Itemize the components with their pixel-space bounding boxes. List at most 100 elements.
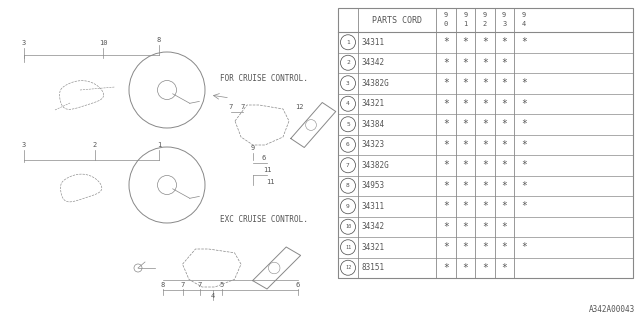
Text: 34323: 34323 bbox=[361, 140, 384, 149]
Text: 9: 9 bbox=[502, 12, 506, 18]
Text: *: * bbox=[482, 99, 488, 109]
Text: 34384: 34384 bbox=[361, 120, 384, 129]
Text: *: * bbox=[462, 99, 468, 109]
Text: 10: 10 bbox=[99, 40, 108, 46]
Text: 2: 2 bbox=[93, 142, 97, 148]
Text: *: * bbox=[482, 263, 488, 273]
Text: 8: 8 bbox=[157, 37, 161, 43]
Text: *: * bbox=[521, 160, 527, 170]
Text: *: * bbox=[443, 263, 449, 273]
Text: *: * bbox=[482, 78, 488, 88]
Text: *: * bbox=[501, 78, 507, 88]
Text: *: * bbox=[462, 78, 468, 88]
Text: 34953: 34953 bbox=[361, 181, 384, 190]
Text: 9: 9 bbox=[346, 204, 350, 209]
Text: 4: 4 bbox=[346, 101, 350, 106]
Text: 3: 3 bbox=[502, 21, 506, 27]
Text: 9: 9 bbox=[251, 145, 255, 151]
Text: 5: 5 bbox=[346, 122, 350, 127]
Text: *: * bbox=[501, 222, 507, 232]
Text: *: * bbox=[443, 140, 449, 150]
Text: *: * bbox=[501, 58, 507, 68]
Text: *: * bbox=[501, 181, 507, 191]
Text: 34342: 34342 bbox=[361, 58, 384, 67]
Text: 8: 8 bbox=[161, 282, 165, 288]
Text: 3: 3 bbox=[346, 81, 350, 86]
Text: 34321: 34321 bbox=[361, 243, 384, 252]
Text: 3: 3 bbox=[22, 142, 26, 148]
Text: *: * bbox=[482, 222, 488, 232]
Text: *: * bbox=[462, 140, 468, 150]
Text: *: * bbox=[521, 181, 527, 191]
Text: *: * bbox=[443, 201, 449, 211]
Text: 8: 8 bbox=[346, 183, 350, 188]
Text: *: * bbox=[482, 140, 488, 150]
Text: 7: 7 bbox=[229, 104, 233, 110]
Text: 4: 4 bbox=[522, 21, 526, 27]
Text: 7: 7 bbox=[181, 282, 185, 288]
Text: *: * bbox=[482, 58, 488, 68]
Text: *: * bbox=[443, 78, 449, 88]
Text: 7: 7 bbox=[346, 163, 350, 168]
Text: *: * bbox=[501, 99, 507, 109]
Text: *: * bbox=[482, 181, 488, 191]
Text: *: * bbox=[501, 119, 507, 129]
Text: 2: 2 bbox=[346, 60, 350, 65]
Text: *: * bbox=[462, 58, 468, 68]
Text: 2: 2 bbox=[483, 21, 487, 27]
Bar bbox=[338, 8, 633, 278]
Text: *: * bbox=[443, 181, 449, 191]
Text: 11: 11 bbox=[345, 245, 351, 250]
Text: 7: 7 bbox=[198, 282, 202, 288]
Text: *: * bbox=[443, 119, 449, 129]
Text: 4: 4 bbox=[211, 293, 215, 299]
Text: 6: 6 bbox=[262, 155, 266, 161]
Text: 34321: 34321 bbox=[361, 99, 384, 108]
Text: *: * bbox=[443, 58, 449, 68]
Text: *: * bbox=[462, 222, 468, 232]
Text: 1: 1 bbox=[346, 40, 350, 45]
Text: *: * bbox=[521, 37, 527, 47]
Text: *: * bbox=[482, 119, 488, 129]
Text: PARTS CORD: PARTS CORD bbox=[372, 15, 422, 25]
Text: *: * bbox=[501, 263, 507, 273]
Text: *: * bbox=[501, 242, 507, 252]
Text: *: * bbox=[521, 78, 527, 88]
Text: 6: 6 bbox=[346, 142, 350, 147]
Text: *: * bbox=[521, 242, 527, 252]
Text: 1: 1 bbox=[463, 21, 467, 27]
Text: 6: 6 bbox=[296, 282, 300, 288]
Text: *: * bbox=[521, 201, 527, 211]
Text: *: * bbox=[482, 242, 488, 252]
Text: *: * bbox=[443, 242, 449, 252]
Text: EXC CRUISE CONTROL.: EXC CRUISE CONTROL. bbox=[220, 215, 308, 225]
Text: *: * bbox=[482, 201, 488, 211]
Text: *: * bbox=[501, 140, 507, 150]
Text: 1: 1 bbox=[157, 142, 161, 148]
Text: 0: 0 bbox=[444, 21, 448, 27]
Text: 3: 3 bbox=[22, 40, 26, 46]
Text: *: * bbox=[462, 37, 468, 47]
Text: *: * bbox=[482, 37, 488, 47]
Text: *: * bbox=[443, 99, 449, 109]
Text: *: * bbox=[443, 160, 449, 170]
Text: *: * bbox=[521, 99, 527, 109]
Text: 34311: 34311 bbox=[361, 38, 384, 47]
Text: 12: 12 bbox=[295, 104, 303, 110]
Text: *: * bbox=[462, 242, 468, 252]
Text: *: * bbox=[443, 37, 449, 47]
Text: 11: 11 bbox=[263, 167, 271, 173]
Text: *: * bbox=[462, 181, 468, 191]
Text: *: * bbox=[462, 263, 468, 273]
Text: *: * bbox=[462, 201, 468, 211]
Text: 7: 7 bbox=[241, 104, 245, 110]
Text: 34382G: 34382G bbox=[361, 79, 388, 88]
Text: 9: 9 bbox=[444, 12, 448, 18]
Text: *: * bbox=[521, 140, 527, 150]
Text: 83151: 83151 bbox=[361, 263, 384, 272]
Text: 11: 11 bbox=[266, 179, 275, 185]
Text: 9: 9 bbox=[483, 12, 487, 18]
Text: 34311: 34311 bbox=[361, 202, 384, 211]
Text: *: * bbox=[462, 160, 468, 170]
Text: *: * bbox=[501, 201, 507, 211]
